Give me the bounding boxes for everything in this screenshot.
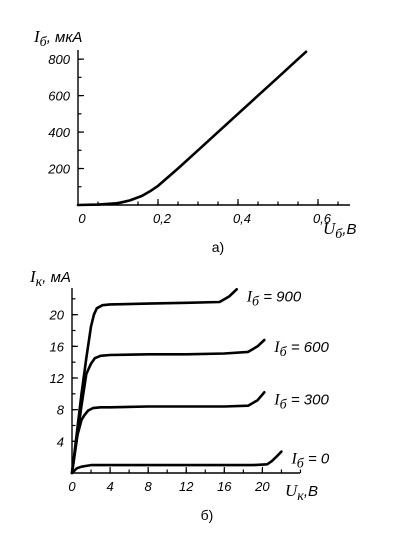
chart-b-series-label-1: Iб = 300 xyxy=(273,391,329,412)
chart-a-x-tick-label: 0,2 xyxy=(153,211,172,226)
chart-a-x-tick-label: 0,6 xyxy=(313,211,332,226)
chart-a-y-tick-label: 400 xyxy=(48,125,70,140)
chart-b-x-tick-label: 8 xyxy=(145,479,153,494)
chart-b-x-tick-label: 4 xyxy=(106,479,113,494)
chart-a-x-tick-label: 0,4 xyxy=(233,211,251,226)
chart-b-series-line-1 xyxy=(70,391,266,475)
chart-b-x-axis-label: Uк,В xyxy=(285,481,318,504)
chart-b-y-tick-label: 12 xyxy=(50,371,65,386)
chart-b-series-label-0: Iб = 0 xyxy=(290,451,329,472)
chart-a-caption: а) xyxy=(212,239,224,255)
chart-b-series-label-3: Iб = 900 xyxy=(246,288,302,309)
chart-b-y-axis-label: Iк, мА xyxy=(29,267,71,290)
chart-b-y-tick-label: 4 xyxy=(57,434,64,449)
chart-b-caption: б) xyxy=(201,507,214,523)
chart-b-output-characteristics: 0 4 8 12 16 20 4 8 12 16 20 Iб = 0 Iб = 300 Iб = 600 I… xyxy=(29,267,330,523)
chart-b-y-tick-label: 8 xyxy=(57,403,65,418)
chart-b-series-line-2 xyxy=(70,338,266,475)
chart-a-input-characteristic: 0 0,2 0,4 0,6 200 400 600 800 Iб, мкА Uб,В а) xyxy=(33,27,357,255)
chart-b-x-tick-label: 20 xyxy=(254,479,270,494)
chart-a-y-axis-label: Iб, мкА xyxy=(33,27,82,50)
chart-b-y-tick-label: 16 xyxy=(50,339,65,354)
chart-b-series-label-2: Iб = 600 xyxy=(273,339,329,360)
chart-b-x-tick-label: 0 xyxy=(68,479,76,494)
chart-a-x-tick-label: 0 xyxy=(78,211,86,226)
chart-b-series-line-3 xyxy=(70,288,238,475)
chart-a-x-axis-label: Uб,В xyxy=(323,219,357,242)
chart-a-y-tick-label: 600 xyxy=(48,89,70,104)
chart-a-y-tick-label: 800 xyxy=(48,52,70,67)
chart-b-series-line-0 xyxy=(70,450,283,475)
chart-b-x-tick-label: 16 xyxy=(217,479,232,494)
chart-a-y-tick-label: 200 xyxy=(47,162,70,177)
chart-b-y-tick-label: 20 xyxy=(49,308,65,323)
chart-a-series-line-0 xyxy=(76,50,308,207)
chart-b-x-tick-label: 12 xyxy=(179,479,194,494)
